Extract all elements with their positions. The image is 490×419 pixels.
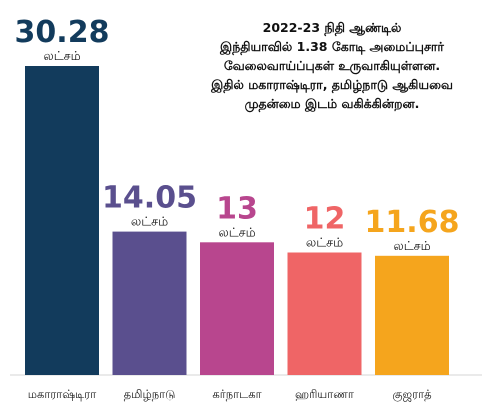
annotation-line: முதன்மை இடம் வகிக்கின்றன. [244, 96, 420, 111]
unit-label: லட்சம் [393, 238, 430, 253]
value-label: 14.05 [102, 181, 197, 216]
category-label: கர்நாடகா [212, 387, 262, 401]
chart-annotation: 2022-23 நிதி ஆண்டில் இந்தியாவில் 1.38 கோ… [186, 18, 478, 113]
category-labels-layer: மகாராஷ்டிரா தமிழ்நாடு கர்நாடகா ஹரியாணா குஜரா… [28, 387, 432, 402]
bar [287, 252, 362, 375]
bar [200, 242, 274, 375]
annotation-line: வேலைவாய்ப்புகள் உருவாகியுள்ளன. [223, 58, 441, 73]
annotation-line: இதில் மகாராஷ்டிரா, தமிழ்நாடு ஆகியவை [211, 77, 453, 92]
value-label: 30.28 [15, 15, 110, 50]
bar [25, 66, 99, 375]
category-label: மகாராஷ்டிரா [28, 387, 98, 401]
category-label: ஹரியாணா [295, 387, 355, 401]
value-label: 13 [216, 191, 258, 226]
category-label: குஜராத் [392, 387, 432, 402]
bar [375, 255, 449, 375]
annotation-line: இந்தியாவில் 1.38 கோடி அமைப்புசார் [220, 39, 444, 54]
bar [112, 231, 187, 375]
bars-layer [25, 66, 449, 375]
unit-label: லட்சம் [131, 214, 168, 229]
annotation-line: 2022-23 நிதி ஆண்டில் [262, 20, 402, 35]
category-label: தமிழ்நாடு [124, 387, 176, 401]
unit-label: லட்சம் [306, 235, 343, 250]
unit-label: லட்சம் [218, 224, 255, 239]
value-label: 12 [304, 202, 346, 237]
unit-label: லட்சம் [43, 48, 80, 63]
value-label: 11.68 [365, 205, 460, 240]
